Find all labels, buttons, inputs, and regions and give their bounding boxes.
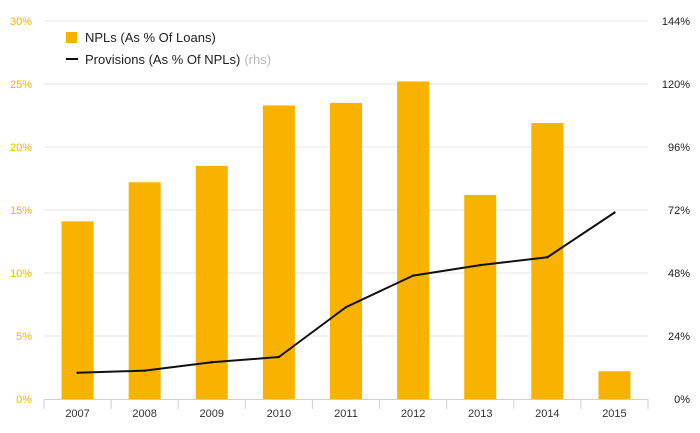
bar — [464, 194, 497, 399]
legend-bar-swatch — [66, 31, 77, 43]
legend-item-provisions[interactable]: Provisions (As % Of NPLs) (rhs) — [66, 48, 271, 70]
y-right-tick-label: 0% — [674, 394, 690, 406]
bar-series — [61, 81, 631, 400]
x-tick-label: 2009 — [200, 408, 224, 420]
x-tick-label: 2010 — [267, 408, 291, 420]
legend-item-npls[interactable]: NPLs (As % Of Loans) — [66, 26, 271, 48]
line-point — [411, 274, 415, 277]
bar — [262, 105, 295, 400]
y-right-tick-label: 120% — [662, 79, 690, 91]
y-right-tick-label: 72% — [668, 205, 690, 217]
bar — [195, 165, 228, 399]
legend-line-swatch — [66, 58, 78, 60]
legend: NPLs (As % Of Loans) Provisions (As % Of… — [66, 26, 271, 70]
bar — [61, 221, 94, 399]
x-axis: 2007 2008 2009 2010 2011 2012 2013 2014 2015 — [43, 399, 649, 420]
legend-line-label: Provisions (As % Of NPLs) — [85, 51, 241, 67]
y-right-tick-label: 96% — [668, 142, 690, 154]
y-left-tick-label: 20% — [10, 142, 32, 154]
x-tick-label: 2014 — [535, 408, 559, 420]
y-left-tick-label: 25% — [10, 79, 32, 91]
x-tick-label: 2013 — [468, 408, 492, 420]
line-point — [344, 305, 348, 309]
bar — [330, 102, 362, 400]
y-axis-right: 0% 24% 48% 72% 96% 120% 144% — [662, 16, 690, 406]
bar — [128, 182, 161, 399]
y-right-tick-label: 144% — [662, 16, 690, 28]
line-point — [277, 355, 281, 359]
line-point — [613, 211, 616, 214]
y-right-tick-label: 24% — [668, 331, 690, 343]
bar — [531, 123, 564, 399]
y-left-tick-label: 5% — [16, 331, 32, 343]
line-point — [479, 263, 482, 267]
x-tick-label: 2012 — [401, 408, 425, 420]
y-left-tick-label: 0% — [16, 394, 32, 406]
line-series — [76, 211, 616, 374]
x-tick-label: 2011 — [334, 408, 358, 420]
x-tick-label: 2008 — [132, 408, 156, 420]
y-axis-left: 0% 5% 10% 15% 20% 25% 30% — [10, 16, 32, 406]
y-left-tick-label: 30% — [10, 16, 32, 28]
line-point — [546, 256, 549, 259]
legend-line-note: (rhs) — [244, 51, 272, 67]
line-point — [143, 369, 146, 372]
x-tick-label: 2007 — [65, 408, 89, 420]
bar — [598, 371, 631, 399]
bar — [397, 81, 430, 399]
legend-bar-label: NPLs (As % Of Loans) — [85, 29, 216, 45]
line-point — [76, 371, 79, 374]
line-point — [210, 361, 213, 364]
x-tick-label: 2015 — [602, 408, 626, 420]
y-left-tick-label: 10% — [10, 268, 32, 280]
y-right-tick-label: 48% — [668, 268, 690, 280]
y-left-tick-label: 15% — [10, 205, 32, 217]
